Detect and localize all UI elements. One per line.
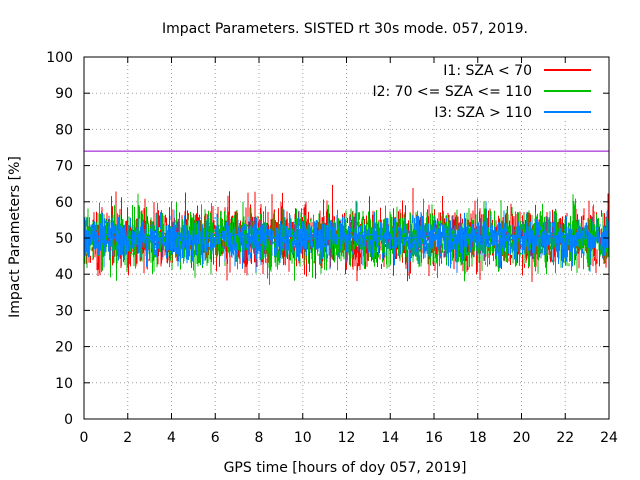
- x-tick-label: 0: [80, 430, 89, 446]
- y-tick-label: 90: [55, 86, 73, 102]
- x-tick-label: 6: [211, 430, 220, 446]
- x-tick-label: 10: [294, 430, 312, 446]
- y-tick-label: 40: [55, 267, 73, 283]
- x-tick-label: 14: [381, 430, 399, 446]
- x-tick-label: 4: [167, 430, 176, 446]
- x-tick-label: 2: [123, 430, 132, 446]
- y-tick-label: 60: [55, 195, 73, 211]
- y-tick-label: 20: [55, 340, 73, 356]
- series-line: [94, 233, 599, 243]
- y-tick-label: 0: [64, 412, 73, 428]
- x-tick-label: 18: [469, 430, 487, 446]
- legend-label: I1: SZA < 70: [443, 63, 532, 79]
- x-tick-label: 24: [600, 430, 618, 446]
- x-tick-label: 8: [255, 430, 264, 446]
- y-tick-label: 50: [55, 231, 73, 247]
- y-tick-label: 30: [55, 303, 73, 319]
- x-tick-label: 12: [338, 430, 356, 446]
- axis-ticks: 0 2 4 6 8 10 12 14 16 18 20 22 240102030405060708090…: [46, 50, 618, 446]
- data-series: [83, 184, 610, 285]
- y-axis-label: Impact Parameters [%]: [7, 156, 23, 318]
- chart-title: Impact Parameters. SISTED rt 30s mode. 0…: [162, 21, 528, 37]
- x-axis-label: GPS time [hours of doy 057, 2019]: [224, 460, 467, 476]
- y-tick-label: 100: [46, 50, 73, 66]
- x-tick-label: 16: [425, 430, 443, 446]
- y-tick-label: 70: [55, 159, 73, 175]
- y-tick-label: 80: [55, 122, 73, 138]
- legend-label: I3: SZA > 110: [434, 105, 532, 121]
- x-tick-label: 22: [556, 430, 574, 446]
- x-tick-label: 20: [513, 430, 531, 446]
- legend-label: I2: 70 <= SZA <= 110: [372, 84, 532, 100]
- y-tick-label: 10: [55, 376, 73, 392]
- legend: I1: SZA < 70 I2: 70 <= SZA <= 110 I3: SZA …: [372, 63, 591, 121]
